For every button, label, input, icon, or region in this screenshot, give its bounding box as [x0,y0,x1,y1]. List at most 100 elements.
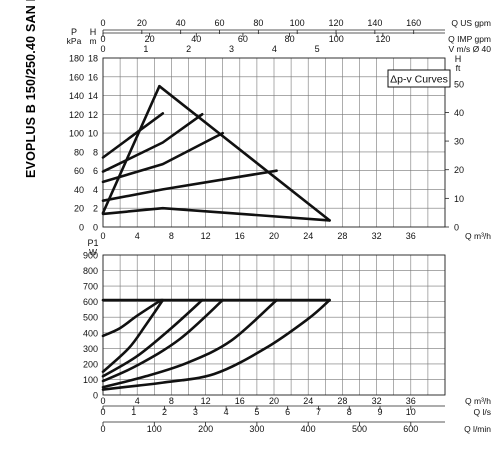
head-m-tick-label: 14 [88,91,98,101]
power-w-tick-label: 800 [83,266,98,276]
head-q-tick-label: 0 [100,231,105,241]
impgpm-tick-label: 40 [191,34,201,44]
kpa-tick-label: 100 [69,129,84,139]
lmin-tick-label: 600 [403,424,418,434]
velocity-tick-label: 4 [272,44,277,54]
impgpm-tick-label: 100 [329,34,344,44]
power-q-tick-label: 32 [372,396,382,406]
power-q-tick-label: 4 [135,396,140,406]
lmin-tick-label: 100 [147,424,162,434]
power-axis-letter: P1 [87,238,98,248]
curve-legend: Δp-v Curves [387,69,451,88]
power-curve-7 [101,298,163,338]
head-m-axis-unit: m [89,36,96,46]
head-ft-axis-unit: ft [456,63,461,73]
power-q-tick-label: 24 [303,396,313,406]
power-axis-unit: W [89,247,97,257]
head-ft-axis-letter: H [455,54,462,64]
power-frame [102,254,446,396]
head-q-tick-label: 24 [303,231,313,241]
power-curve-4 [101,298,224,383]
usgpm-tick-label: 60 [215,18,225,28]
kpa-axis-unit: kPa [67,36,82,46]
lmin-tick-label: 200 [198,424,213,434]
power-q-tick-label: 20 [269,396,279,406]
head-curve-4 [101,169,278,202]
power-w-tick-label: 0 [93,391,98,401]
impgpm-tick-label: 20 [145,34,155,44]
power-q-tick-label: 0 [100,396,105,406]
ls-tick-label: 6 [285,407,290,417]
kpa-tick-label: 60 [74,166,84,176]
head-curve-5 [101,131,224,184]
head-curve-1 [101,84,161,215]
power-q-tick-label: 8 [169,396,174,406]
power-q-tick-label: 12 [201,396,211,406]
usgpm-tick-label: 100 [290,18,305,28]
lmin-tick-label: 400 [301,424,316,434]
ls-tick-label: 7 [316,407,321,417]
head-ft-tick-label: 50 [454,79,464,89]
ls-tick-label: 3 [193,407,198,417]
kpa-axis-letter: P [71,27,77,37]
usgpm-tick-label: 120 [329,18,344,28]
ls-tick-label: 5 [254,407,259,417]
head-q-tick-label: 20 [269,231,279,241]
power-q-tick-label: 28 [337,396,347,406]
power-q-tick-label: 36 [406,396,416,406]
head-q-tick-label: 36 [406,231,416,241]
head-q-tick-label: 32 [372,231,382,241]
head-m-tick-label: 6 [93,166,98,176]
impgpm-tick-label: 80 [285,34,295,44]
power-curve-3 [101,298,278,389]
ls-axis-label: Q l/s [474,407,491,417]
head-ft-tick-label: 20 [454,165,464,175]
power-w-tick-label: 400 [83,328,98,338]
impgpm-tick-label: 120 [375,34,390,44]
velocity-tick-label: 3 [229,44,234,54]
usgpm-tick-label: 0 [100,18,105,28]
ls-tick-label: 10 [406,407,416,417]
head-m-tick-label: 16 [88,72,98,82]
power-q-tick-label: 16 [235,396,245,406]
head-m-tick-label: 2 [93,204,98,214]
head-curve-6 [101,113,204,173]
head-m-tick-label: 0 [93,223,98,233]
head-q-tick-label: 16 [235,231,245,241]
power-w-tick-label: 700 [83,282,98,292]
head-curve-2 [158,84,331,222]
velocity-tick-label: 5 [315,44,320,54]
usgpm-axis-label: Q US gpm [451,18,491,28]
lmin-tick-label: 300 [249,424,264,434]
kpa-tick-label: 160 [69,72,84,82]
power-curve-6 [101,298,165,373]
power-w-tick-label: 300 [83,344,98,354]
head-ft-tick-label: 40 [454,108,464,118]
power-w-tick-label: 600 [83,297,98,307]
power-q-axis-label: Q m³/h [465,396,491,406]
ls-tick-label: 8 [347,407,352,417]
kpa-tick-label: 120 [69,110,84,120]
head-m-tick-label: 12 [88,110,98,120]
power-w-tick-label: 900 [83,251,98,261]
usgpm-tick-label: 160 [406,18,421,28]
ls-tick-label: 1 [131,407,136,417]
legend-box [387,69,451,88]
kpa-tick-label: 20 [74,204,84,214]
head-m-tick-label: 10 [88,129,98,139]
power-curve-2 [101,298,331,391]
head-q-tick-label: 28 [337,231,347,241]
head-m-tick-label: 8 [93,147,98,157]
head-q-axis-label: Q m³/h [465,231,491,241]
impgpm-tick-label: 0 [100,34,105,44]
lmin-axis-label: Q l/min [464,424,491,434]
usgpm-tick-label: 20 [137,18,147,28]
head-q-tick-label: 8 [169,231,174,241]
power-w-tick-label: 500 [83,313,98,323]
usgpm-tick-label: 140 [367,18,382,28]
kpa-tick-label: 140 [69,91,84,101]
kpa-tick-label: 80 [74,147,84,157]
impgpm-tick-label: 60 [238,34,248,44]
lmin-tick-label: 500 [352,424,367,434]
